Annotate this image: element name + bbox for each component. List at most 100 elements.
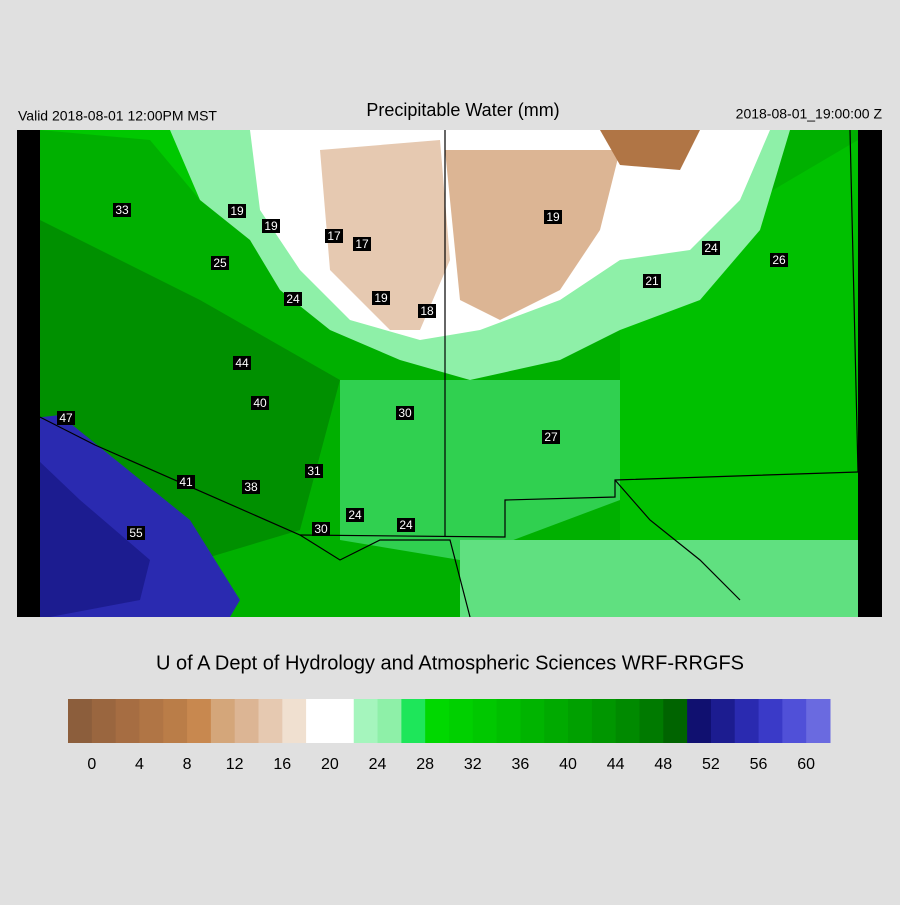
map-region xyxy=(340,380,620,560)
station-value: 17 xyxy=(327,229,341,243)
station-box xyxy=(325,229,343,243)
colorbar-label: 56 xyxy=(750,756,768,773)
station-value: 24 xyxy=(704,241,718,255)
station-box xyxy=(418,304,436,318)
colorbar-label: 24 xyxy=(369,756,387,773)
station-box xyxy=(396,406,414,420)
station-value: 30 xyxy=(398,406,412,420)
station-value: 25 xyxy=(213,256,227,270)
station-box xyxy=(702,241,720,255)
map-region xyxy=(460,540,858,617)
colorbar-swatch xyxy=(258,699,283,743)
station-box xyxy=(251,396,269,410)
colorbar-swatch xyxy=(591,699,617,743)
station-box xyxy=(770,253,788,267)
station-labels: 33 19 19 25 17 17 19 24 26 21 24 19 18 44 40 30 47 27 31 41… xyxy=(57,203,788,540)
colorbar-label: 48 xyxy=(654,756,672,773)
colorbar-swatch xyxy=(401,699,426,743)
colorbar-swatch xyxy=(139,699,164,743)
station-box xyxy=(211,256,229,270)
colorbar-swatch xyxy=(115,699,140,743)
colorbar-swatch xyxy=(68,699,93,743)
map-region xyxy=(445,150,620,320)
colorbar-swatch xyxy=(782,699,807,743)
border xyxy=(849,129,859,473)
station-box xyxy=(113,203,131,217)
station-value: 26 xyxy=(772,253,786,267)
colorbar-swatch xyxy=(520,699,545,743)
station-value: 27 xyxy=(544,430,558,444)
colorbar-swatch xyxy=(353,699,379,743)
station-value: 41 xyxy=(179,475,193,489)
colorbar-swatch xyxy=(91,699,117,743)
border xyxy=(299,534,471,618)
station-value: 55 xyxy=(129,526,143,540)
colorbar-label: 20 xyxy=(321,756,339,773)
colorbar-label: 12 xyxy=(226,756,244,773)
station-box xyxy=(233,356,251,370)
station-box xyxy=(312,522,330,536)
station-box xyxy=(177,475,195,489)
station-box xyxy=(542,430,560,444)
station-value: 17 xyxy=(355,237,369,251)
map-region xyxy=(600,130,700,170)
map-region xyxy=(320,140,450,330)
map-edge xyxy=(17,130,40,617)
map xyxy=(17,129,882,618)
station-value: 19 xyxy=(230,204,244,218)
colorbar-swatch xyxy=(639,699,664,743)
valid-time: Valid 2018-08-01 12:00PM MST xyxy=(18,108,217,124)
colorbar-swatch xyxy=(282,699,307,743)
map-title: Precipitable Water (mm) xyxy=(366,100,559,120)
station-box xyxy=(262,219,280,233)
colorbar-swatch xyxy=(163,699,188,743)
colorbar-swatch xyxy=(425,699,450,743)
colorbar-swatch xyxy=(449,699,474,743)
station-box xyxy=(643,274,661,288)
colorbar-swatch xyxy=(329,699,355,743)
station-value: 24 xyxy=(348,508,362,522)
station-value: 33 xyxy=(115,203,129,217)
border xyxy=(29,411,859,538)
colorbar-label: 8 xyxy=(183,756,192,773)
station-value: 31 xyxy=(307,464,321,478)
station-box xyxy=(305,464,323,478)
colorbar-swatch xyxy=(710,699,736,743)
colorbar-swatch xyxy=(806,699,831,743)
station-value: 19 xyxy=(374,291,388,305)
station-box xyxy=(127,526,145,540)
colorbar-swatch xyxy=(734,699,760,743)
station-value: 19 xyxy=(546,210,560,224)
station-value: 44 xyxy=(235,356,249,370)
colorbar-label: 52 xyxy=(702,756,720,773)
station-value: 47 xyxy=(59,411,73,425)
credit: U of A Dept of Hydrology and Atmospheric… xyxy=(156,652,744,674)
station-value: 21 xyxy=(645,274,659,288)
colorbar-label: 40 xyxy=(559,756,577,773)
station-box xyxy=(228,204,246,218)
colorbar-swatch xyxy=(758,699,783,743)
colorbar-label: 16 xyxy=(273,756,291,773)
station-box xyxy=(242,480,260,494)
colorbar-swatch xyxy=(377,699,402,743)
station-box xyxy=(57,411,75,425)
station-value: 30 xyxy=(314,522,328,536)
colorbar-swatch xyxy=(187,699,212,743)
colorbar-swatch xyxy=(496,699,521,743)
colorbar-label: 28 xyxy=(416,756,434,773)
timestamp: 2018-08-01_19:00:00 Z xyxy=(736,106,883,122)
station-box xyxy=(346,508,364,522)
colorbar-swatch xyxy=(306,699,331,743)
map-edge xyxy=(858,130,882,617)
colorbar-swatch xyxy=(544,699,569,743)
colorbar-swatch xyxy=(472,699,498,743)
station-box xyxy=(284,292,302,306)
station-value: 38 xyxy=(244,480,258,494)
border xyxy=(614,479,741,601)
station-value: 24 xyxy=(286,292,300,306)
station-box xyxy=(544,210,562,224)
station-box xyxy=(353,237,371,251)
colorbar-label: 0 xyxy=(87,756,96,773)
station-box xyxy=(397,518,415,532)
